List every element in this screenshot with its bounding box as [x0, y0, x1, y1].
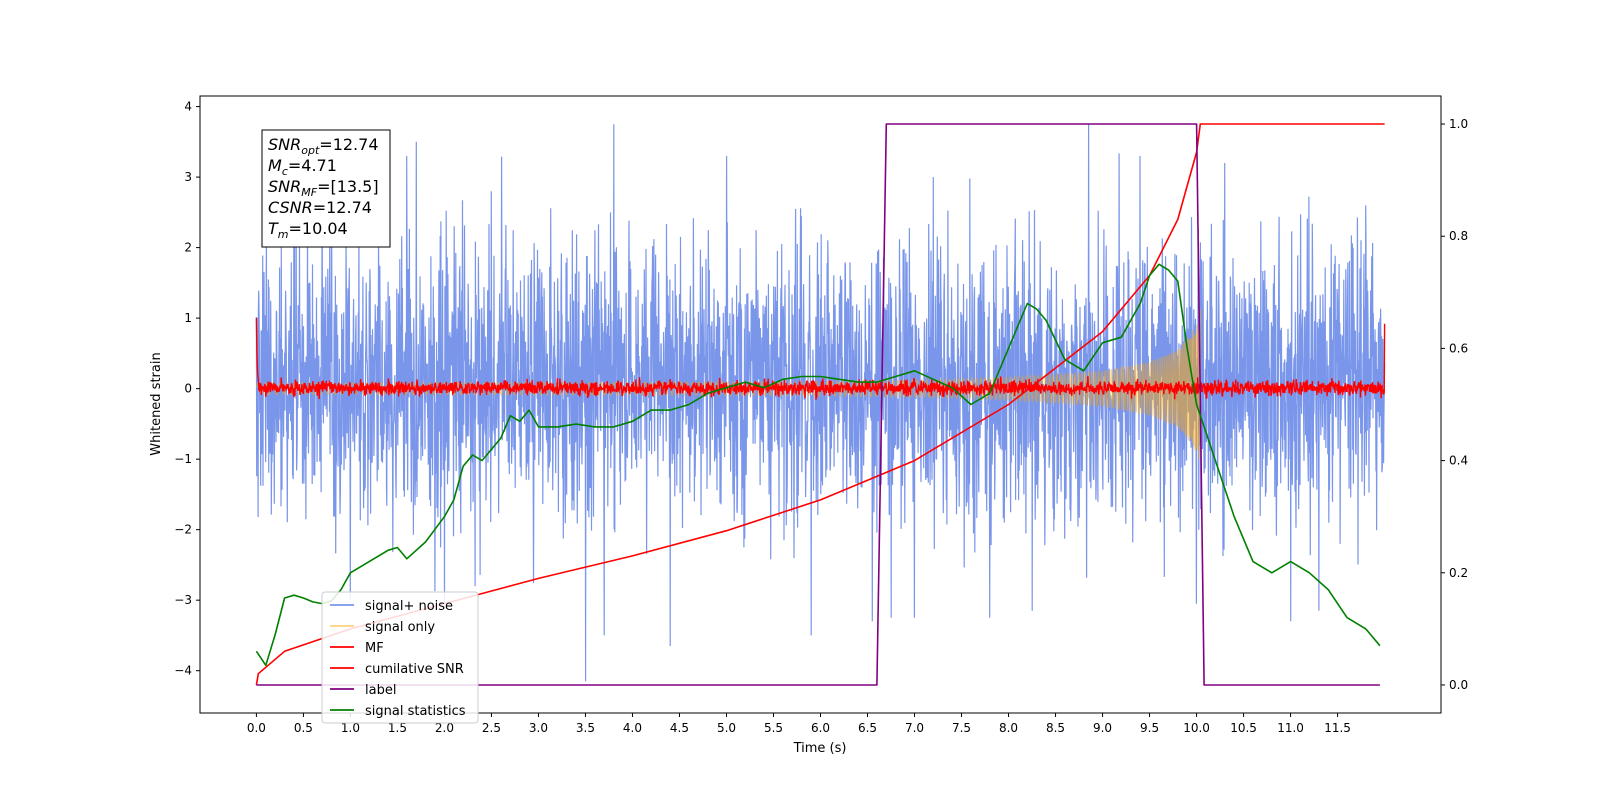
x-tick-label: 8.0	[999, 721, 1018, 735]
x-tick-label: 7.5	[952, 721, 971, 735]
x-tick-label: 9.5	[1140, 721, 1159, 735]
x-tick-label: 4.0	[623, 721, 642, 735]
legend-entry: label	[365, 683, 396, 698]
y-tick-label: −2	[174, 523, 192, 537]
y-tick-label: 4	[184, 100, 192, 114]
legend-entry: cumilative SNR	[365, 662, 464, 677]
x-tick-label: 10.0	[1183, 721, 1210, 735]
series-signal-statistics	[255, 263, 1381, 667]
y-tick-label: 0	[184, 382, 192, 396]
y2-tick-label: 1.0	[1449, 117, 1468, 131]
series-label	[256, 123, 1380, 686]
x-tick-label: 5.5	[764, 721, 783, 735]
x-tick-label: 3.5	[576, 721, 595, 735]
x-tick-label: 2.5	[482, 721, 501, 735]
x-tick-label: 0.0	[247, 721, 266, 735]
annotation-line: SNRMF=[13.5]	[268, 177, 379, 199]
legend-entry: MF	[365, 641, 384, 656]
x-tick-label: 1.5	[388, 721, 407, 735]
legend-frame	[321, 591, 479, 724]
x-tick-label: 6.0	[811, 721, 830, 735]
y-tick-label: 3	[184, 170, 192, 184]
x-tick-label: 9.0	[1093, 721, 1112, 735]
x-tick-label: 7.0	[905, 721, 924, 735]
annotation-line: Mc=4.71	[268, 156, 337, 178]
legend-entry: signal+ noise	[365, 599, 453, 614]
annotation-line: SNRopt=12.74	[268, 135, 379, 157]
x-tick-label: 4.5	[670, 721, 689, 735]
x-tick-label: 0.5	[294, 721, 313, 735]
x-tick-label: 6.5	[858, 721, 877, 735]
annotation-line: CSNR=12.74	[268, 198, 372, 217]
x-axis-label: Time (s)	[793, 741, 847, 756]
y2-tick-label: 0.4	[1449, 454, 1468, 468]
y2-tick-label: 0.0	[1449, 678, 1468, 692]
y-tick-label: −3	[174, 593, 192, 607]
x-tick-label: 11.5	[1324, 721, 1351, 735]
legend: signal+ noise signal only MF cumilative SNR…	[321, 591, 479, 724]
x-tick-label: 1.0	[341, 721, 360, 735]
series-mf	[255, 318, 1386, 400]
y2-tick-label: 0.8	[1449, 229, 1468, 243]
x-tick-label: 5.0	[717, 721, 736, 735]
x-tick-label: 2.0	[435, 721, 454, 735]
series-signal-noise	[255, 124, 1386, 682]
y2-tick-label: 0.6	[1449, 341, 1468, 355]
y-axis-right: 0.0 0.2 0.4 0.6 0.8 1.0	[1441, 117, 1468, 692]
x-tick-label: 11.0	[1277, 721, 1304, 735]
x-axis: 0.0 0.5 1.0 1.5 2.0 2.5 3.0 3.5 4.0 4.5 5.0 5.5 6.0 6…	[247, 713, 1351, 735]
y-axis-label: Whitened strain	[149, 352, 164, 455]
y2-tick-label: 0.2	[1449, 566, 1468, 580]
y-tick-label: 2	[184, 241, 192, 255]
y-tick-label: 1	[184, 311, 192, 325]
x-tick-label: 10.5	[1230, 721, 1257, 735]
annotation-frame	[261, 129, 391, 248]
stats-annotation: SNRopt=12.74Mc=4.71SNRMF=[13.5]CSNR=12.7…	[261, 129, 391, 248]
x-tick-label: 3.0	[529, 721, 548, 735]
y-axis-left: −4 −3 −2 −1 0 1 2 3 4	[174, 100, 200, 678]
annotation-line: Tm=10.04	[268, 219, 348, 241]
y-tick-label: −1	[174, 452, 192, 466]
legend-entry: signal only	[365, 620, 435, 635]
legend-entry: signal statistics	[365, 704, 466, 719]
x-tick-label: 8.5	[1046, 721, 1065, 735]
y-tick-label: −4	[174, 664, 192, 678]
